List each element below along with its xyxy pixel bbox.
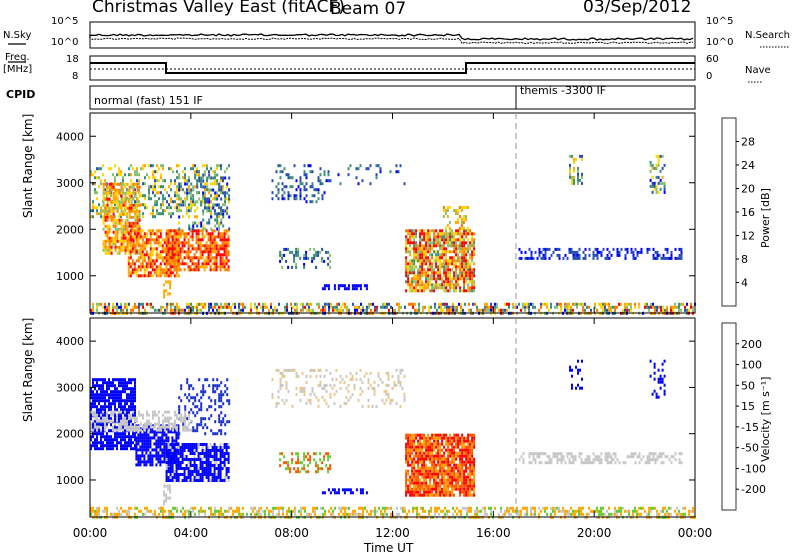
power-heatmap <box>90 155 696 315</box>
freq-panel <box>90 56 695 80</box>
x-tick-label: 04:00 <box>174 526 209 540</box>
colorbar-tick-label: 8 <box>741 253 748 266</box>
nsky-line <box>90 34 693 40</box>
colorbar-tick-label: -100 <box>741 462 766 475</box>
x-tick-label: 08:00 <box>274 526 309 540</box>
y-tick-label: 3000 <box>56 381 84 394</box>
colorbar-tick-label: -200 <box>741 483 766 496</box>
y-tick-label: 2000 <box>56 223 84 236</box>
colorbar-frame <box>722 118 736 306</box>
colorbar-tick-label: -50 <box>741 442 759 455</box>
colorbar-tick-label: -15 <box>741 421 759 434</box>
cpid-panel <box>90 86 695 109</box>
x-tick-label: 00:00 <box>678 526 713 540</box>
power-frame <box>90 113 695 313</box>
y-tick-label: 2000 <box>56 428 84 441</box>
colorbar-tick-label: 100 <box>741 359 762 372</box>
colorbar-tick-label: 200 <box>741 338 762 351</box>
colorbar-tick-label: 4 <box>741 277 748 290</box>
velocity-heatmap <box>90 360 696 519</box>
colorbar-tick-label: 24 <box>741 159 755 172</box>
colorbar-tick-label: 15 <box>741 400 755 413</box>
x-tick-label: 00:00 <box>73 526 108 540</box>
y-tick-label: 4000 <box>56 335 84 348</box>
x-tick-label: 12:00 <box>375 526 410 540</box>
colorbar-tick-label: 20 <box>741 183 755 196</box>
colorbar-tick-label: 50 <box>741 379 755 392</box>
y-tick-label: 4000 <box>56 130 84 143</box>
y-tick-label: 3000 <box>56 177 84 190</box>
x-tick-label: 20:00 <box>577 526 612 540</box>
colorbar-frame <box>722 323 736 510</box>
nsearch-line <box>90 38 693 44</box>
y-tick-label: 1000 <box>56 270 84 283</box>
colorbar-tick-label: 16 <box>741 206 755 219</box>
y-tick-label: 1000 <box>56 474 84 487</box>
colorbar-tick-label: 28 <box>741 136 755 149</box>
freq-line <box>90 63 695 73</box>
colorbar-tick-label: 12 <box>741 230 755 243</box>
x-tick-label: 16:00 <box>476 526 511 540</box>
